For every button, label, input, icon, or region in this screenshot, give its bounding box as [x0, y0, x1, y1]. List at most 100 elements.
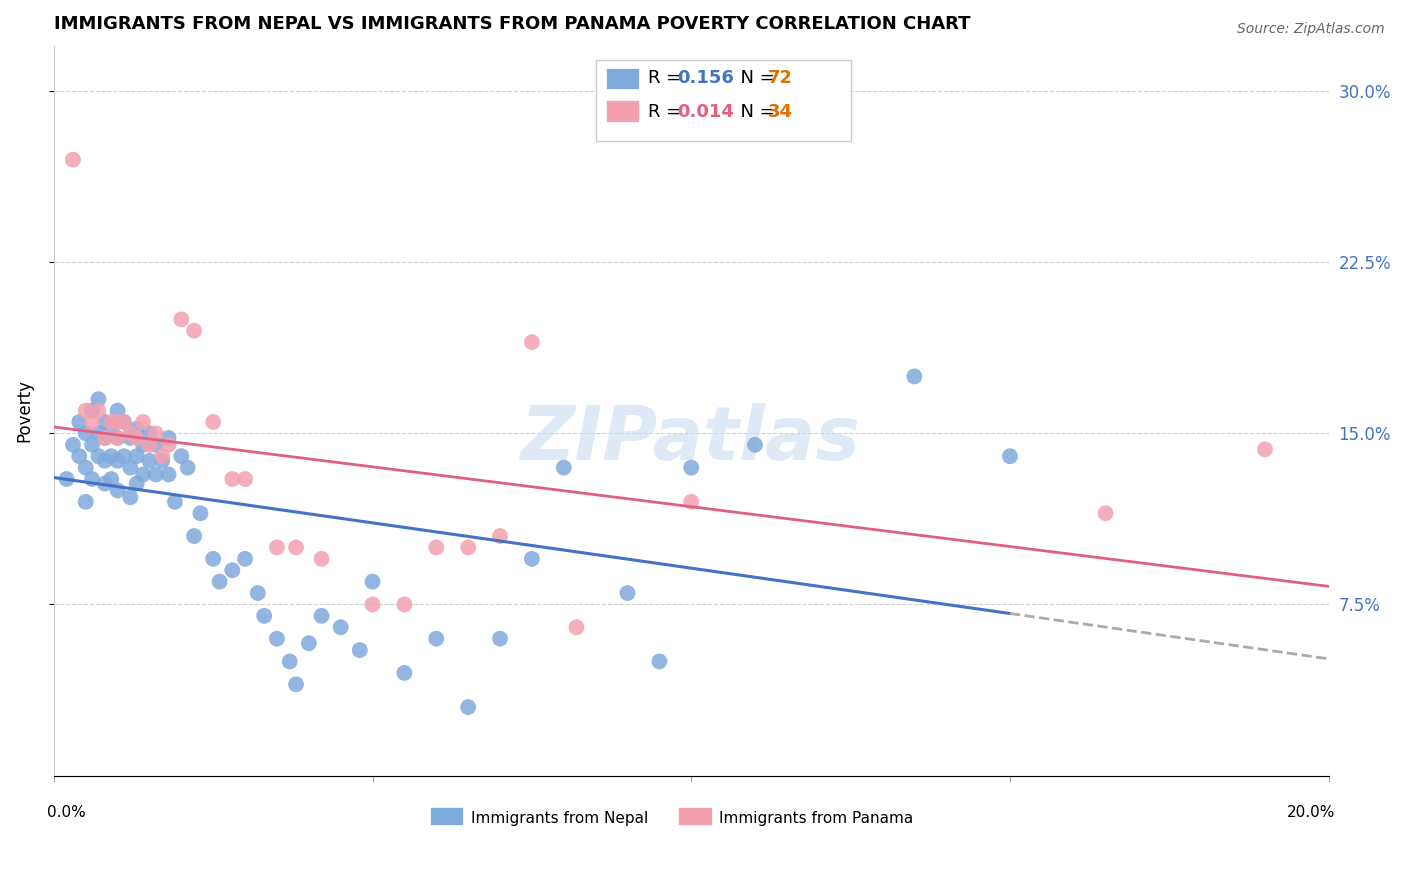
Point — [67, 449, 90, 463]
Point — [107, 403, 129, 417]
Text: N =: N = — [730, 103, 780, 120]
Point — [107, 483, 129, 498]
Text: 0.0%: 0.0% — [48, 805, 86, 820]
Point — [681, 495, 703, 509]
Point — [170, 449, 193, 463]
Point — [125, 476, 148, 491]
Point — [565, 620, 588, 634]
Point — [67, 415, 90, 429]
Point — [138, 454, 160, 468]
Point — [489, 632, 512, 646]
Point — [107, 431, 129, 445]
Point — [125, 431, 148, 445]
Point — [394, 665, 416, 680]
Point — [107, 454, 129, 468]
FancyBboxPatch shape — [606, 68, 638, 89]
Point — [253, 608, 276, 623]
Point — [125, 449, 148, 463]
Point — [100, 422, 122, 436]
Point — [425, 632, 447, 646]
Point — [55, 472, 77, 486]
Point — [62, 438, 84, 452]
Text: ZIPatlas: ZIPatlas — [522, 403, 862, 476]
Point — [233, 552, 256, 566]
Point — [132, 438, 155, 452]
Point — [138, 426, 160, 441]
Text: 0.156: 0.156 — [678, 69, 734, 87]
Point — [107, 415, 129, 429]
Text: R =: R = — [648, 103, 688, 120]
Point — [176, 460, 198, 475]
Point — [75, 403, 97, 417]
Point — [266, 632, 288, 646]
Point — [1254, 442, 1277, 457]
Point — [100, 472, 122, 486]
Point — [285, 541, 308, 555]
FancyBboxPatch shape — [679, 807, 711, 825]
Text: Immigrants from Panama: Immigrants from Panama — [720, 811, 914, 825]
Point — [94, 415, 117, 429]
Point — [285, 677, 308, 691]
Point — [1094, 506, 1116, 520]
Point — [80, 403, 103, 417]
Point — [361, 574, 384, 589]
Point — [616, 586, 638, 600]
Point — [75, 460, 97, 475]
Point — [266, 541, 288, 555]
Point — [120, 426, 142, 441]
Point — [744, 438, 766, 452]
Point — [120, 490, 142, 504]
Point — [145, 438, 167, 452]
Point — [157, 467, 180, 482]
Point — [145, 467, 167, 482]
Point — [903, 369, 925, 384]
Point — [125, 422, 148, 436]
Point — [157, 438, 180, 452]
Point — [183, 324, 205, 338]
Point — [311, 552, 333, 566]
Point — [221, 563, 243, 577]
Point — [648, 655, 671, 669]
Point — [394, 598, 416, 612]
Point — [112, 415, 135, 429]
Point — [150, 449, 173, 463]
Text: R =: R = — [648, 69, 688, 87]
Point — [150, 454, 173, 468]
Point — [80, 415, 103, 429]
Point — [145, 426, 167, 441]
Point — [75, 495, 97, 509]
Point — [120, 460, 142, 475]
Point — [112, 415, 135, 429]
Point — [87, 392, 110, 407]
Point — [100, 449, 122, 463]
Point — [457, 541, 479, 555]
Point — [457, 700, 479, 714]
Point — [183, 529, 205, 543]
Text: IMMIGRANTS FROM NEPAL VS IMMIGRANTS FROM PANAMA POVERTY CORRELATION CHART: IMMIGRANTS FROM NEPAL VS IMMIGRANTS FROM… — [53, 15, 970, 33]
Point — [298, 636, 321, 650]
Point — [520, 335, 543, 350]
Text: 34: 34 — [768, 103, 793, 120]
Point — [87, 449, 110, 463]
Point — [190, 506, 212, 520]
Point — [221, 472, 243, 486]
Point — [94, 454, 117, 468]
FancyBboxPatch shape — [430, 807, 463, 825]
Point — [112, 449, 135, 463]
Text: 72: 72 — [768, 69, 793, 87]
Text: Source: ZipAtlas.com: Source: ZipAtlas.com — [1237, 22, 1385, 37]
Point — [87, 403, 110, 417]
Point — [553, 460, 575, 475]
Point — [311, 608, 333, 623]
Point — [361, 598, 384, 612]
Point — [100, 415, 122, 429]
Point — [75, 426, 97, 441]
Point — [132, 415, 155, 429]
Point — [520, 552, 543, 566]
Y-axis label: Poverty: Poverty — [15, 379, 32, 442]
Point — [246, 586, 269, 600]
Text: N =: N = — [730, 69, 780, 87]
FancyBboxPatch shape — [606, 100, 638, 121]
Point — [489, 529, 512, 543]
Point — [94, 431, 117, 445]
